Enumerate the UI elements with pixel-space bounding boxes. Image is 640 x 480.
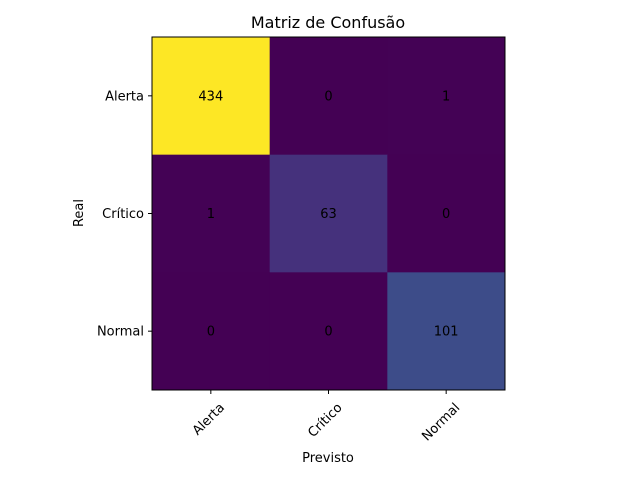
heatmap-cell (269, 154, 388, 273)
heatmap-cell (387, 154, 506, 273)
x-axis-label: Previsto (302, 451, 354, 466)
heatmap-cell (152, 37, 271, 156)
y-tick-label: Crítico (102, 207, 144, 222)
cell-value-label: 0 (324, 89, 332, 104)
chart-title: Matriz de Confusão (251, 13, 405, 32)
cell-value-label: 1 (442, 89, 450, 104)
y-axis-label: Real (72, 199, 87, 227)
heatmap-cells (152, 37, 506, 391)
x-tick-label: Normal (419, 400, 463, 444)
heatmap-cell (152, 154, 271, 273)
heatmap-cell (269, 37, 388, 156)
x-tick-label: Crítico (305, 400, 345, 440)
heatmap-cell (152, 272, 271, 391)
cell-value-label: 434 (198, 89, 223, 104)
cell-value-label: 0 (207, 325, 215, 340)
x-tick-label: Alerta (190, 400, 228, 438)
cell-value-label: 1 (207, 207, 215, 222)
x-axis-ticks: Alerta Crítico Normal (190, 390, 463, 444)
cell-value-label: 101 (434, 325, 459, 340)
heatmap-value-labels: 434 0 1 1 63 0 0 0 101 (198, 89, 458, 339)
heatmap-cell (387, 37, 506, 156)
cell-value-label: 63 (320, 207, 337, 222)
heatmap-cell (269, 272, 388, 391)
y-axis-ticks: Alerta Crítico Normal (97, 89, 152, 340)
cell-value-label: 0 (324, 325, 332, 340)
heatmap-cell (387, 272, 506, 391)
y-tick-label: Normal (97, 325, 144, 340)
cell-value-label: 0 (442, 207, 450, 222)
y-tick-label: Alerta (105, 89, 144, 104)
